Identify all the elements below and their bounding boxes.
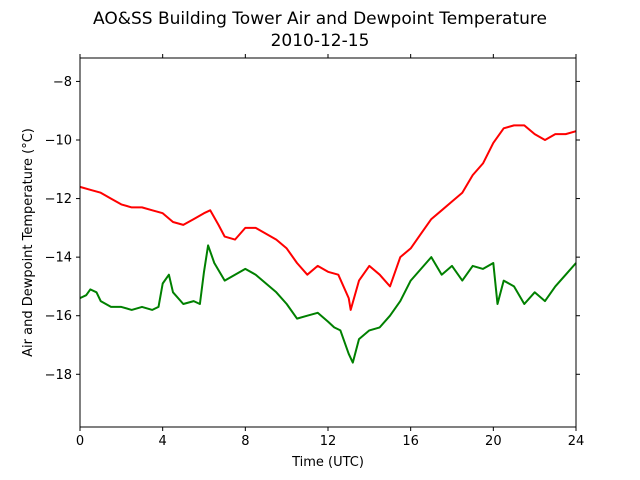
y-tick-label-1: −16: [45, 309, 72, 324]
chart-title: AO&SS Building Tower Air and Dewpoint Te…: [93, 9, 547, 29]
y-axis-ticks: −18 −16 −14 −12 −10 −8: [45, 75, 580, 383]
series-line-1: [79, 244, 577, 364]
y-tick-label-4: −10: [45, 134, 72, 149]
y-axis-label: Air and Dewpoint Temperature (°C): [21, 128, 36, 357]
x-tick-label-1: 4: [159, 434, 167, 449]
x-axis-ticks: 0 4 8 12 16 20 24: [76, 54, 584, 449]
series-line-0: [79, 124, 577, 311]
x-tick-label-5: 20: [485, 434, 502, 449]
x-tick-label-3: 12: [320, 434, 337, 449]
x-tick-label-6: 24: [568, 434, 585, 449]
x-tick-label-4: 16: [402, 434, 419, 449]
y-tick-label-0: −18: [45, 368, 72, 383]
x-tick-label-0: 0: [76, 434, 84, 449]
y-tick-label-2: −14: [45, 251, 72, 266]
y-tick-label-5: −8: [53, 75, 72, 90]
x-axis-label: Time (UTC): [291, 455, 364, 470]
plot-frame: [79, 57, 577, 428]
x-tick-label-2: 8: [241, 434, 249, 449]
series-layer: [79, 124, 577, 364]
y-tick-label-3: −12: [45, 192, 72, 207]
chart-subtitle: 2010-12-15: [271, 31, 370, 51]
